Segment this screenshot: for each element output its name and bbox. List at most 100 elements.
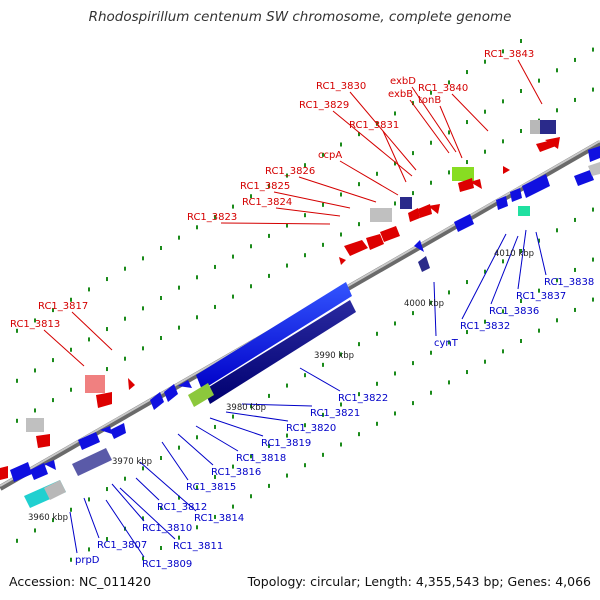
gene-rc1-3818[interactable]	[164, 384, 178, 402]
gene-rc1-3807[interactable]	[44, 460, 56, 470]
gene-rc1-3822[interactable]	[196, 282, 352, 390]
gene-rc1-3824[interactable]	[428, 204, 440, 214]
gene-rc1-3823-grey[interactable]	[370, 208, 392, 222]
gene-rc1-3838[interactable]	[522, 174, 550, 198]
tick-mark	[322, 452, 324, 457]
reverse-gene-label[interactable]: RC1_3822	[338, 393, 388, 404]
reverse-gene-label[interactable]: RC1_3821	[310, 408, 360, 419]
gene-rc1-3823[interactable]	[344, 240, 368, 256]
gene-rc1-3820-green[interactable]	[188, 383, 214, 407]
forward-gene-label[interactable]: exbD	[390, 76, 416, 87]
reverse-gene-label[interactable]: prpD	[75, 555, 100, 566]
gene-cynt[interactable]	[414, 240, 424, 252]
forward-gene-label[interactable]: RC1_3817	[38, 301, 88, 312]
gene-right-blue[interactable]	[588, 146, 600, 162]
reverse-gene-label[interactable]: RC1_3818	[236, 453, 286, 464]
gene-rc1-3831[interactable]	[400, 197, 412, 209]
gene-tonb[interactable]	[503, 166, 510, 174]
gene-small-red-2[interactable]	[128, 378, 135, 390]
gene-rc1-3843-b[interactable]	[540, 120, 556, 134]
leader-line	[225, 411, 289, 422]
gene-rc1-3811[interactable]	[10, 462, 32, 482]
gene-grey-left[interactable]	[26, 418, 44, 432]
gene-rc1-3825[interactable]	[418, 204, 432, 218]
forward-gene-label[interactable]: RC1_3829	[299, 100, 349, 111]
gene-rc1-3815[interactable]	[110, 423, 126, 439]
leader-line	[119, 487, 176, 540]
tick-mark	[430, 350, 432, 355]
gene-rc1-3809[interactable]	[30, 463, 48, 480]
gene-rc1-3819[interactable]	[150, 392, 164, 410]
gene-rc1-3826[interactable]	[408, 208, 420, 222]
forward-gene-label[interactable]: RC1_3831	[349, 120, 399, 131]
gene-rc1-3817[interactable]	[85, 375, 105, 393]
gene-rc1-3830[interactable]	[470, 179, 482, 189]
reverse-gene-label[interactable]: RC1_3816	[211, 467, 261, 478]
tick-mark	[196, 435, 198, 440]
gene-small-red[interactable]	[339, 257, 346, 265]
gene-right-blue-2[interactable]	[574, 170, 594, 186]
scale-labels: 3960 kbp 3970 kbp 3980 kbp 3990 kbp 4000…	[28, 249, 534, 523]
gene-cynt-b[interactable]	[418, 256, 430, 272]
tick-mark	[340, 402, 342, 407]
forward-gene-label[interactable]: ccpA	[318, 150, 342, 161]
reverse-gene-label[interactable]: RC1_3814	[194, 513, 244, 524]
reverse-gene-label[interactable]: RC1_3837	[516, 291, 566, 302]
gene-red-left[interactable]	[36, 434, 50, 448]
gene-rc1-3813[interactable]	[96, 392, 112, 408]
tick-mark	[376, 171, 378, 176]
tick-mark	[286, 473, 288, 478]
forward-gene-label[interactable]: tonB	[418, 95, 441, 106]
reverse-gene-label[interactable]: RC1_3809	[142, 559, 192, 570]
reverse-gene-label[interactable]: RC1_3811	[173, 541, 223, 552]
gene-red-edge[interactable]	[0, 466, 8, 480]
forward-gene-label[interactable]: RC1_3813	[10, 319, 60, 330]
gene-rc1-3832[interactable]	[454, 214, 474, 232]
tick-mark	[106, 487, 108, 492]
tick-mark	[178, 535, 180, 540]
forward-gene-label[interactable]: RC1_3825	[240, 181, 290, 192]
gene-rc1-3814[interactable]	[78, 432, 100, 450]
tick-mark	[178, 445, 180, 450]
forward-gene-label[interactable]: RC1_3840	[418, 83, 468, 94]
tick-mark	[502, 349, 504, 354]
tick-mark	[448, 170, 450, 175]
forward-gene-label[interactable]: RC1_3826	[265, 166, 315, 177]
reverse-gene-label[interactable]: RC1_3815	[186, 482, 236, 493]
gene-rc1-3821[interactable]	[204, 300, 356, 404]
gene-rc1-3823-c[interactable]	[380, 226, 400, 242]
forward-gene-label[interactable]: RC1_3843	[484, 49, 534, 60]
tick-mark	[196, 315, 198, 320]
tick-mark	[124, 316, 126, 321]
gene-grey-prpd[interactable]	[44, 480, 66, 500]
tick-mark	[394, 411, 396, 416]
forward-gene-label[interactable]: RC1_3823	[187, 212, 237, 223]
gene-rc1-3810[interactable]	[72, 448, 112, 476]
reverse-gene-label[interactable]: RC1_3820	[286, 423, 336, 434]
reverse-gene-label[interactable]: RC1_3807	[97, 540, 147, 551]
gene-exbd[interactable]	[545, 137, 560, 149]
gene-rc1-3837[interactable]	[510, 188, 522, 202]
gene-ccpa[interactable]	[452, 167, 474, 181]
tick-mark	[304, 253, 306, 258]
reverse-gene-label[interactable]: RC1_3810	[142, 523, 192, 534]
gene-rc1-3829[interactable]	[458, 178, 474, 192]
reverse-gene-label[interactable]: RC1_3838	[544, 277, 594, 288]
reverse-gene-label[interactable]: RC1_3836	[489, 306, 539, 317]
reverse-gene-label[interactable]: RC1_3832	[460, 321, 510, 332]
reverse-gene-label[interactable]: RC1_3812	[157, 502, 207, 513]
gene-rc1-3838-green[interactable]	[518, 206, 530, 216]
forward-gene-label[interactable]: exbB	[388, 89, 413, 100]
reverse-gene-label[interactable]: RC1_3819	[261, 438, 311, 449]
tick-mark	[214, 214, 216, 219]
forward-gene-label[interactable]: RC1_3824	[242, 197, 292, 208]
gene-right-grey[interactable]	[588, 162, 600, 176]
tick-mark	[232, 504, 234, 509]
gene-rc1-3812[interactable]	[100, 426, 112, 434]
tick-mark	[304, 463, 306, 468]
gene-rc1-3836[interactable]	[496, 196, 508, 210]
gene-rc1-3816[interactable]	[178, 380, 192, 388]
gene-rc1-3823-b[interactable]	[366, 234, 384, 250]
forward-gene-label[interactable]: RC1_3830	[316, 81, 366, 92]
reverse-gene-label[interactable]: cynT	[434, 338, 459, 349]
